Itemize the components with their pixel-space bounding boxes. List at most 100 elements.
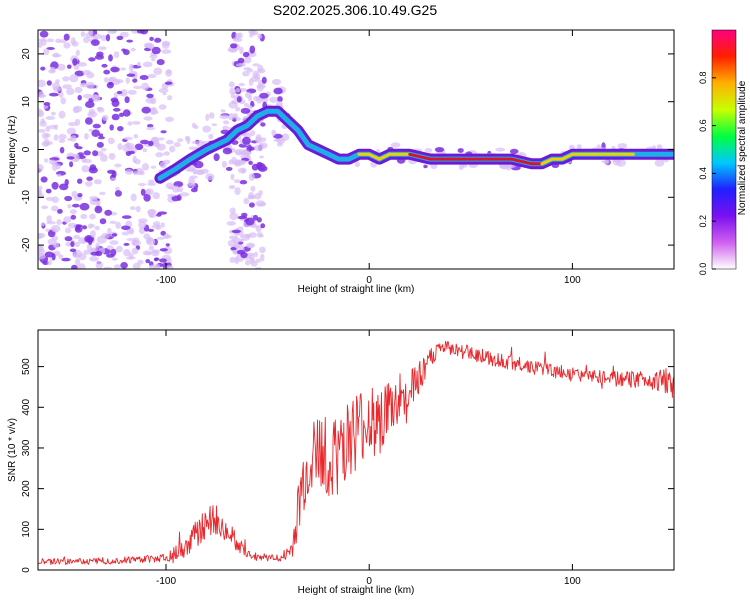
spectrogram-speckle-blob: [188, 146, 198, 151]
spectrogram-speckle-blob: [107, 137, 115, 145]
snr-xlabel: Height of straight line (km): [298, 585, 415, 596]
spectrogram-speckle-blob: [235, 117, 241, 121]
spectrogram-speckle-blob: [67, 64, 72, 69]
spectrogram-speckle-blob: [261, 137, 267, 142]
spectrogram-speckle-blob: [73, 234, 81, 240]
spectrogram-speckle-blob: [354, 161, 360, 168]
spectrogram-speckle-blob: [137, 183, 147, 186]
spectrogram-ytick-label: 20: [21, 48, 32, 60]
spectrogram-speckle-blob: [52, 82, 60, 90]
spectrogram-speckle-blob: [57, 208, 63, 214]
spectrogram-speckle-blob: [260, 253, 265, 262]
spectrogram-speckle-blob: [157, 211, 167, 215]
spectrogram-speckle-blob: [49, 124, 57, 130]
spectrogram-speckle-blob: [89, 198, 99, 206]
spectrogram-speckle-blob: [132, 155, 137, 164]
spectrogram-speckle-blob: [143, 116, 153, 121]
spectrogram-speckle-blob: [161, 49, 172, 54]
spectrogram-speckle-blob: [108, 152, 116, 160]
spectrogram-speckle-blob: [145, 97, 155, 104]
spectrogram-speckle-blob: [88, 57, 96, 62]
spectrogram-speckle-blob: [107, 227, 112, 234]
spectrogram-speckle-blob: [250, 130, 256, 137]
spectrogram-speckle-blob: [116, 35, 124, 41]
spectrogram-speckle-blob: [245, 217, 255, 226]
spectrogram-speckle-blob: [226, 221, 237, 226]
colorbar-tick-label: 0.6: [698, 119, 708, 132]
spectrogram-speckle-blob: [256, 84, 267, 89]
spectrogram-speckle-blob: [128, 63, 134, 72]
spectrogram-speckle-blob: [46, 221, 56, 225]
spectrogram-speckle-blob: [256, 232, 263, 238]
spectrogram-speckle-blob: [77, 193, 83, 198]
spectrogram-speckle-blob: [457, 148, 464, 153]
spectrogram-speckle-blob: [131, 247, 139, 255]
colorbar-tick-label: 0.2: [698, 215, 708, 228]
spectrogram-speckle-blob: [424, 148, 433, 153]
spectrogram-speckle-blob: [80, 31, 86, 37]
spectrogram-speckle-blob: [144, 251, 152, 255]
spectrogram-speckle-blob: [160, 130, 167, 134]
spectrogram-speckle-blob: [68, 122, 77, 127]
spectrogram-speckle-blob: [62, 76, 70, 82]
spectrogram-speckle-blob: [106, 253, 115, 258]
spectrogram-speckle-blob: [140, 139, 149, 145]
spectrogram-speckle-blob: [146, 126, 156, 131]
ridge-peak-segment: [509, 157, 534, 166]
spectrogram-speckle-blob: [259, 246, 266, 254]
spectrogram-speckle-blob: [654, 159, 665, 167]
spectrogram-ytick-label: -10: [21, 190, 32, 205]
spectrogram-speckle-blob: [255, 134, 262, 142]
spectrogram-speckle-blob: [44, 141, 54, 146]
spectrogram-speckle-blob: [119, 31, 129, 38]
spectrogram-speckle-blob: [75, 258, 81, 266]
spectrogram-speckle-blob: [252, 63, 260, 67]
spectrogram-speckle-blob: [93, 179, 102, 185]
spectrogram-speckle-blob: [98, 46, 107, 51]
spectrogram-speckle-blob: [73, 105, 83, 113]
spectrogram-speckle-blob: [75, 49, 80, 56]
snr-panel: -100 0 100 0 100 200 300 400 500 Height of strai…: [7, 329, 675, 596]
spectrogram-speckle-blob: [38, 185, 43, 191]
spectrogram-speckle-blob: [126, 39, 133, 43]
spectrogram-speckle-blob: [126, 229, 134, 234]
spectrogram-speckle-blob: [111, 233, 118, 237]
spectrogram-speckle-blob: [248, 173, 255, 181]
spectrogram-speckle-blob: [158, 104, 167, 110]
spectrogram-speckle-blob: [74, 142, 79, 149]
spectrogram-speckle-blob: [249, 45, 256, 54]
spectrogram-speckle-blob: [42, 261, 49, 265]
spectrogram-speckle-blob: [164, 233, 170, 240]
ridge-outer: [154, 105, 674, 184]
spectrogram-speckle-blob: [91, 129, 100, 137]
spectrogram-xtick-label: 100: [564, 275, 581, 286]
spectrogram-speckle-blob: [164, 81, 173, 85]
spectrogram-speckle-blob: [45, 116, 56, 120]
spectrogram-speckle-blob: [101, 232, 110, 239]
spectrogram-speckle-blob: [142, 61, 153, 68]
spectrogram-speckle-blob: [100, 147, 107, 152]
spectrogram-speckle-blob: [132, 170, 143, 176]
spectrogram-speckle-blob: [67, 222, 77, 229]
spectrogram-speckle-blob: [576, 144, 582, 150]
spectrogram-speckle-blob: [232, 237, 241, 244]
snr-ytick-label: 100: [21, 521, 32, 538]
spectrogram-speckle-blob: [49, 92, 59, 97]
spectrogram-speckle-blob: [88, 30, 93, 33]
spectrogram-speckle-blob: [71, 190, 78, 198]
spectrogram-speckle-blob: [51, 53, 62, 58]
snr-ylabel: SNR (10 * v/v): [7, 418, 18, 482]
spectrogram-speckle-blob: [81, 225, 88, 230]
spectrogram-speckle-blob: [117, 143, 123, 151]
spectrogram-speckle-blob: [115, 245, 123, 253]
spectrogram-speckle-blob: [272, 78, 282, 86]
spectrogram-speckle-blob: [258, 190, 263, 196]
ridge-peak-segment: [367, 152, 381, 161]
spectrogram-speckle-blob: [135, 205, 141, 213]
spectrogram-speckle-blob: [147, 228, 154, 232]
spectrogram-speckle-blob: [160, 222, 165, 228]
spectrogram-speckle-blob: [38, 164, 44, 172]
spectrogram-speckle-blob: [38, 91, 45, 99]
spectrogram-speckle-blob: [109, 124, 114, 131]
